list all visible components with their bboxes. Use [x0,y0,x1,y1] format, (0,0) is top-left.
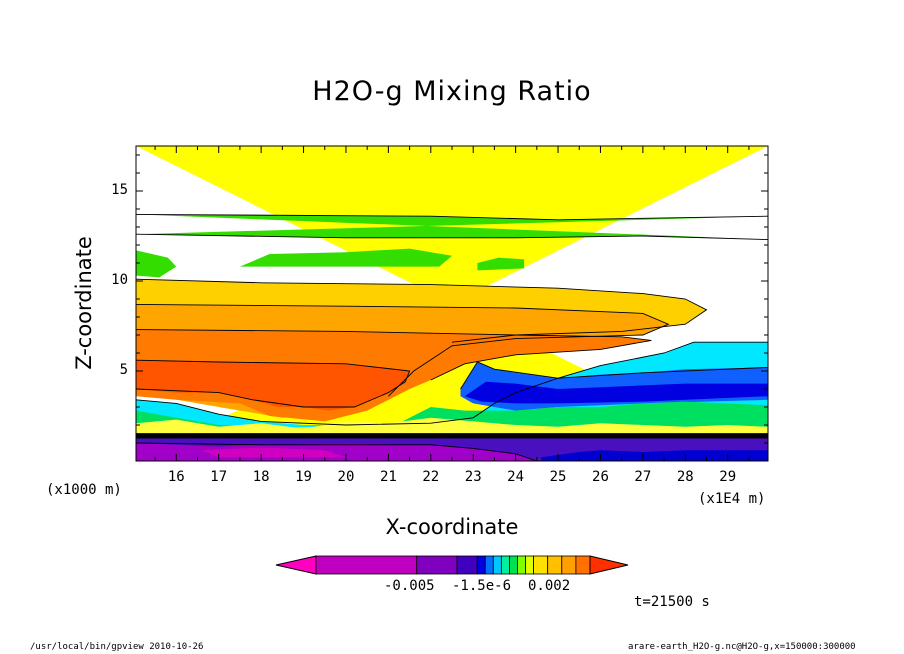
fill-region-11 [464,381,768,404]
fill-region-17 [201,447,346,458]
x-tick-label: 25 [549,469,567,485]
footer-right: arare-earth_H2O-g.nc@H2O-g,x=150000:3000… [628,642,856,652]
x-unit-left: (x1000 m) [46,482,122,498]
colorbar-cell [456,555,478,575]
colorbar-cell [533,555,549,575]
contour-line-4 [136,329,652,381]
x-tick-label: 26 [592,469,609,485]
contour-line-5 [136,359,411,408]
x-tick-label: 21 [379,469,397,485]
footer-left: /usr/local/bin/gpview 2010-10-26 [30,642,204,652]
fill-region-1 [136,214,768,240]
colorbar-label: 0.002 [528,578,571,594]
axis-ticks [136,146,768,461]
x-tick-label: 28 [676,469,694,485]
x-tick-label: 29 [719,469,737,485]
colorbar-label: -0.005 [384,578,435,594]
colorbar-cell [492,555,502,575]
colorbar-arrow-left [275,555,317,575]
x-unit-right: (x1E4 m) [698,491,766,507]
x-tick-label: 16 [167,469,185,485]
fill-region-18 [541,450,768,461]
fill-region-8 [136,360,410,411]
colorbar-cell [500,555,510,575]
x-tick-label: 20 [337,469,355,485]
heatmap-fill-layers [136,146,768,461]
x-tick-label: 23 [464,469,482,485]
colorbar [275,555,629,575]
colorbar-cell [575,555,591,575]
fill-region-2 [136,250,177,278]
contour-line-6 [136,341,768,426]
contour-line-2 [136,278,708,343]
colorbar-cell [547,555,563,575]
colorbar-arrow-right [589,555,629,575]
contour-line-3 [136,303,670,397]
x-tick-label: 24 [507,469,525,485]
x-tick-label: 18 [252,469,270,485]
y-tick-label: 5 [119,362,128,378]
y-axis-label: Z-coordinate [72,236,96,370]
fill-region-14 [136,433,768,439]
colorbar-cell [509,555,518,575]
y-tick-label: 15 [111,182,128,198]
x-tick-label: 27 [634,469,652,485]
colorbar-cell [517,555,526,575]
colorbar-cell [315,555,418,575]
chart-title: H2O-g Mixing Ratio [312,76,592,107]
contour-line-1 [136,233,768,241]
colorbar-cell [561,555,577,575]
contour-line-0 [136,213,768,221]
fill-region-4 [477,257,525,271]
time-label: t=21500 s [634,594,710,610]
y-tick-label: 10 [111,272,128,288]
colorbar-cell [416,555,458,575]
x-tick-label: 19 [295,469,312,485]
colorbar-cell [476,555,486,575]
colorbar-cell [525,555,534,575]
x-axis-label: X-coordinate [385,515,519,539]
colorbar-cell [484,555,494,575]
contour-line-7 [460,361,768,390]
contour-line-8 [136,442,537,461]
x-tick-label: 17 [210,469,228,485]
x-tick-label: 22 [422,469,440,485]
fill-region-3 [239,248,452,267]
contour-lines [136,213,768,461]
fill-region-13 [136,417,768,434]
colorbar-label: -1.5e-6 [452,578,512,594]
